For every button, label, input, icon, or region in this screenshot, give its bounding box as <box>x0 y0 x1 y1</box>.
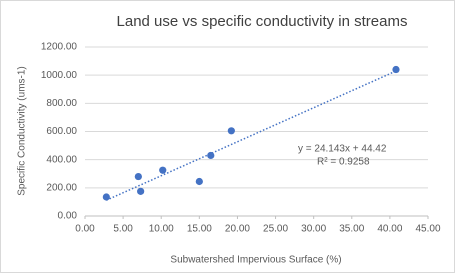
y-tick-label: 0.00 <box>58 211 78 222</box>
x-tick-label: 10.00 <box>149 224 174 235</box>
y-tick-label: 200.00 <box>46 182 77 193</box>
x-tick-label: 25.00 <box>263 224 288 235</box>
point <box>102 193 110 201</box>
y-tick-label: 800.00 <box>46 98 77 109</box>
point <box>227 127 235 135</box>
x-tick-label: 35.00 <box>339 224 364 235</box>
y-tick-label: 1200.00 <box>41 42 78 53</box>
x-tick-label: 40.00 <box>377 224 402 235</box>
point <box>392 65 400 74</box>
trendline-equation: y = 24.143x + 44.42 <box>298 144 387 155</box>
x-tick-label: 15.00 <box>187 224 212 235</box>
x-tick-label: 45.00 <box>415 224 440 235</box>
point <box>159 166 167 174</box>
x-axis-title: Subwatershed Impervious Surface (%) <box>170 255 341 266</box>
y-tick-label: 1000.00 <box>41 70 78 81</box>
point <box>134 172 142 181</box>
trendline-r2: R² = 0.9258 <box>317 157 370 168</box>
x-tick-label: 30.00 <box>301 224 326 235</box>
chart-title: Land use vs specific conductivity in str… <box>117 13 408 30</box>
trendline <box>106 70 397 201</box>
point <box>195 177 203 186</box>
y-axis-title: Specific Conductivity (ums-1) <box>17 66 28 195</box>
x-tick-label: 20.00 <box>225 224 250 235</box>
point <box>137 187 145 195</box>
y-tick-label: 400.00 <box>46 154 77 165</box>
x-tick-label: 0.00 <box>75 224 95 235</box>
y-tick-label: 600.00 <box>46 126 77 137</box>
x-tick-label: 5.00 <box>113 224 133 235</box>
